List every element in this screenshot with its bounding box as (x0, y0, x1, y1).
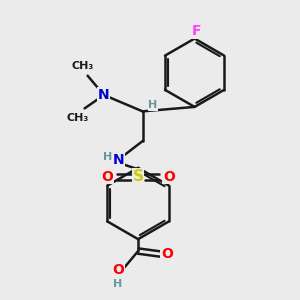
Text: H: H (103, 152, 112, 162)
Text: H: H (113, 279, 122, 289)
Text: H: H (148, 100, 158, 110)
Text: N: N (113, 153, 124, 167)
Text: S: S (133, 169, 144, 184)
Text: CH₃: CH₃ (67, 113, 89, 123)
Text: O: O (161, 247, 173, 261)
Text: O: O (163, 170, 175, 184)
Text: CH₃: CH₃ (72, 61, 94, 71)
Text: O: O (112, 263, 124, 278)
Text: O: O (102, 170, 113, 184)
Text: F: F (191, 24, 201, 38)
Text: N: N (98, 88, 110, 102)
